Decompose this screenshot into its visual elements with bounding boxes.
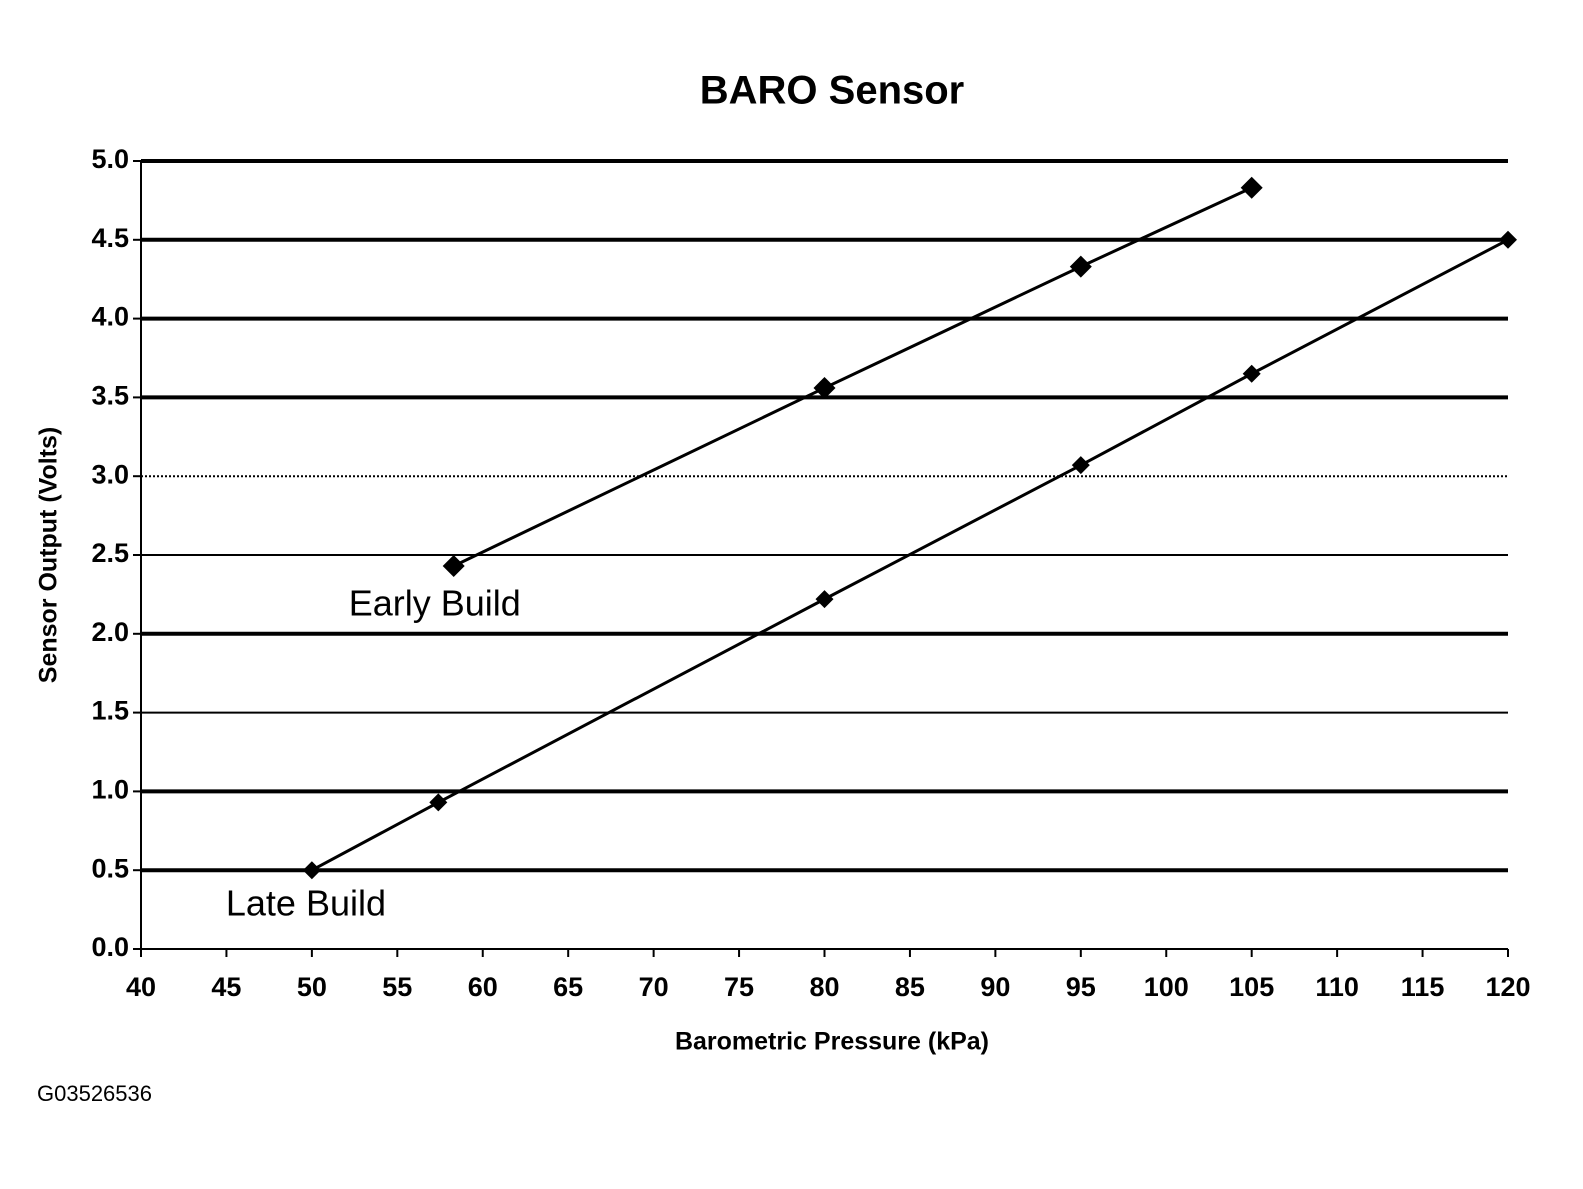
x-tick-label: 70 <box>639 972 669 1002</box>
x-tick-label: 50 <box>297 972 327 1002</box>
y-tick-label: 5.0 <box>91 144 129 174</box>
series-label: Late Build <box>226 883 386 924</box>
x-tick-label: 55 <box>382 972 412 1002</box>
x-axis-title: Barometric Pressure (kPa) <box>675 1028 989 1056</box>
marker <box>1071 456 1090 475</box>
x-tick-label: 65 <box>553 972 583 1002</box>
marker <box>442 555 465 578</box>
marker <box>813 376 836 399</box>
figure-id: G03526536 <box>37 1081 152 1106</box>
y-tick-label: 3.5 <box>91 381 129 411</box>
y-tick-label: 3.0 <box>91 459 129 489</box>
marker <box>815 590 834 609</box>
x-tick-label: 115 <box>1401 972 1445 1002</box>
x-tick-label: 80 <box>809 972 839 1002</box>
x-tick-label: 110 <box>1315 972 1359 1002</box>
marker <box>1069 255 1092 278</box>
y-tick-label: 4.5 <box>91 223 129 253</box>
marker <box>429 793 448 812</box>
y-tick-label: 4.0 <box>91 302 129 332</box>
x-tick-label: 60 <box>468 972 498 1002</box>
y-tick-label: 2.5 <box>91 538 129 568</box>
x-tick-label: 40 <box>126 972 156 1002</box>
series-line <box>311 238 1509 872</box>
x-tick-label: 95 <box>1066 972 1096 1002</box>
marker <box>1499 230 1517 249</box>
series-label: Early Build <box>349 583 521 624</box>
y-tick-label: 1.0 <box>91 775 129 805</box>
y-tick-label: 2.0 <box>91 617 129 647</box>
chart-title: BARO Sensor <box>700 69 965 113</box>
marker <box>302 861 321 880</box>
x-tick-label: 100 <box>1144 972 1189 1002</box>
series-line <box>453 186 1253 568</box>
x-tick-label: 75 <box>724 972 754 1002</box>
x-tick-label: 120 <box>1485 972 1530 1002</box>
marker <box>1242 364 1261 383</box>
x-tick-label: 105 <box>1229 972 1274 1002</box>
y-tick-label: 1.5 <box>91 696 129 726</box>
marker <box>1240 176 1263 199</box>
y-tick-label: 0.0 <box>91 932 129 962</box>
x-tick-label: 85 <box>895 972 925 1002</box>
x-tick-label: 90 <box>980 972 1010 1002</box>
x-tick-label: 45 <box>211 972 241 1002</box>
y-axis-title: Sensor Output (Volts) <box>35 427 63 683</box>
y-tick-label: 0.5 <box>91 853 129 883</box>
